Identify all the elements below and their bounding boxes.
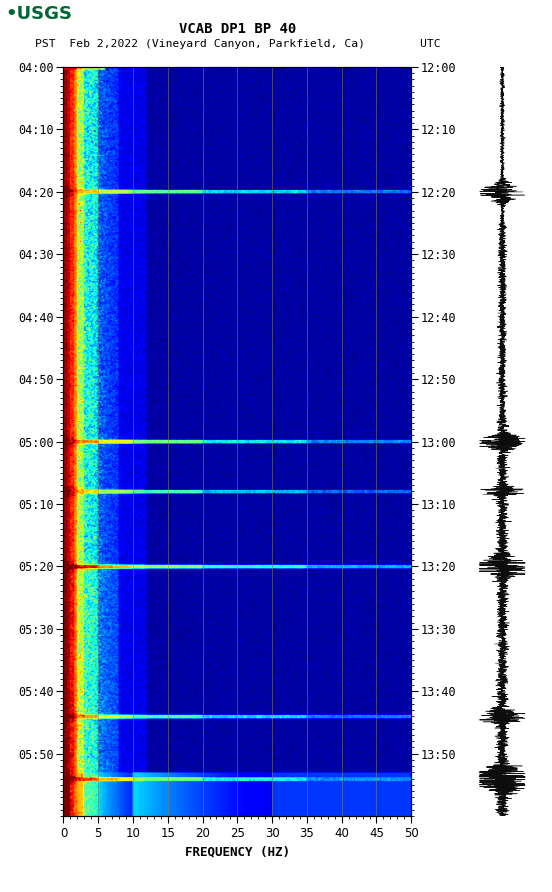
Text: •USGS: •USGS: [6, 5, 72, 23]
X-axis label: FREQUENCY (HZ): FREQUENCY (HZ): [185, 846, 290, 859]
Text: VCAB DP1 BP 40: VCAB DP1 BP 40: [179, 21, 296, 36]
Text: PST  Feb 2,2022 (Vineyard Canyon, Parkfield, Ca)        UTC: PST Feb 2,2022 (Vineyard Canyon, Parkfie…: [35, 39, 440, 49]
